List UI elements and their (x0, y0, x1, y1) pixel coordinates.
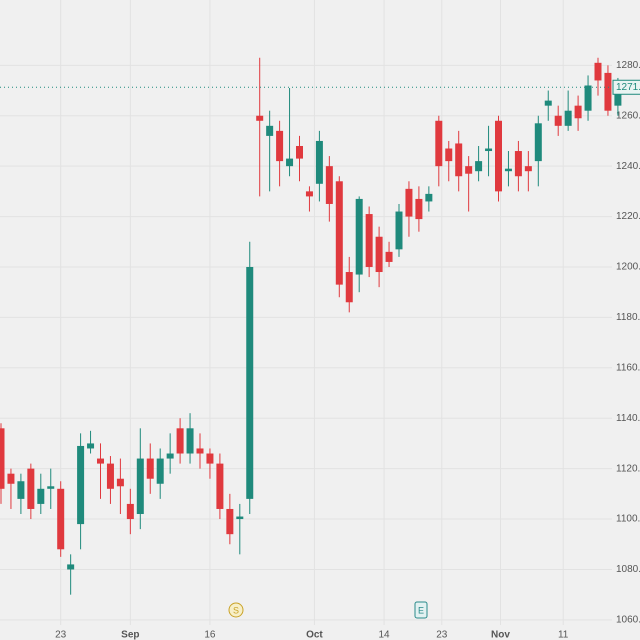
candle-body (67, 564, 75, 570)
candle-body (425, 193, 433, 202)
y-tick-label: 1220.00 (616, 211, 640, 222)
candle-body (355, 198, 363, 275)
candle-body (236, 516, 244, 520)
y-tick-label: 1100.00 (616, 514, 640, 525)
candle-body (514, 151, 522, 177)
candle-body (594, 62, 602, 81)
last-price-box (612, 79, 640, 95)
candle-body (266, 125, 274, 136)
y-tick-label: 1180.00 (616, 312, 640, 323)
x-tick-label: 14 (379, 630, 391, 640)
event-marker (414, 601, 428, 619)
candle-body (17, 481, 25, 499)
candle-body (166, 453, 174, 459)
candle-body (47, 486, 55, 489)
candle-body (405, 188, 413, 217)
candle-body (206, 453, 214, 464)
candle-body (0, 428, 5, 489)
candle-body (216, 463, 224, 509)
y-tick-label: 1080.00 (616, 564, 640, 575)
event-marker (228, 602, 244, 618)
x-tick-label: 23 (436, 630, 448, 640)
candle-body (485, 148, 493, 152)
candle-body (296, 145, 303, 159)
candle-body (77, 445, 85, 525)
candle-body (256, 115, 264, 121)
candle-body (196, 448, 204, 454)
candle-body (564, 110, 572, 126)
candle-body (156, 458, 164, 484)
candle-body (385, 251, 393, 262)
candle-body (7, 473, 15, 484)
candle-body (87, 443, 95, 449)
y-tick-label: 1240.00 (616, 161, 640, 172)
candle-body (116, 478, 124, 487)
candle-body (305, 191, 313, 197)
candle-body (276, 130, 284, 162)
event-label: E (418, 605, 424, 615)
candle-body (146, 458, 154, 479)
y-tick-label: 1160.00 (616, 362, 640, 373)
candle-body (614, 87, 622, 106)
candle-body (554, 115, 562, 126)
candle-body (315, 140, 323, 184)
candle-body (395, 211, 403, 250)
candle-body (504, 168, 512, 172)
candle-body (375, 236, 383, 273)
y-tick-label: 1140.00 (616, 413, 640, 424)
candle-body (97, 458, 104, 464)
candle-body (524, 166, 532, 172)
candle-body (176, 428, 184, 454)
candle-body (345, 272, 353, 303)
candle-body (106, 463, 114, 489)
y-tick-label: 1060.00 (616, 615, 640, 626)
y-tick-label: 1120.00 (616, 463, 640, 474)
last-price-label: 1271.30 (616, 82, 640, 93)
candle-body (604, 72, 612, 111)
candle-body (335, 181, 343, 285)
event-label: S (233, 605, 239, 615)
candle-body (246, 266, 254, 499)
candle-body (325, 166, 333, 204)
candle-body (584, 85, 592, 111)
candle-body (136, 458, 144, 515)
y-tick-label: 1260.00 (616, 110, 640, 121)
candle-body (544, 100, 552, 106)
candle-body (126, 503, 134, 520)
candle-body (37, 488, 45, 504)
candle-body (455, 143, 463, 177)
x-tick-label: Oct (306, 630, 323, 640)
candle-body (365, 214, 373, 267)
x-tick-label: 16 (204, 630, 216, 640)
candle-body (475, 161, 483, 172)
candle-body (57, 488, 65, 550)
candle-body (27, 468, 35, 509)
x-tick-label: 11 (558, 630, 569, 640)
x-tick-label: Nov (491, 630, 510, 640)
candle-body (435, 120, 443, 167)
candle-body (574, 105, 582, 119)
x-tick-label: Sep (121, 630, 139, 640)
x-tick-label: 23 (55, 630, 67, 640)
candle-body (445, 148, 453, 162)
candle-body (186, 428, 194, 454)
candle-body (534, 123, 542, 162)
candle-body (226, 508, 234, 535)
y-tick-label: 1200.00 (616, 262, 640, 273)
candle-body (415, 198, 423, 220)
y-tick-label: 1280.00 (616, 60, 640, 71)
candle-body (495, 120, 502, 192)
candle-body (286, 158, 294, 167)
candle-body (465, 166, 473, 174)
